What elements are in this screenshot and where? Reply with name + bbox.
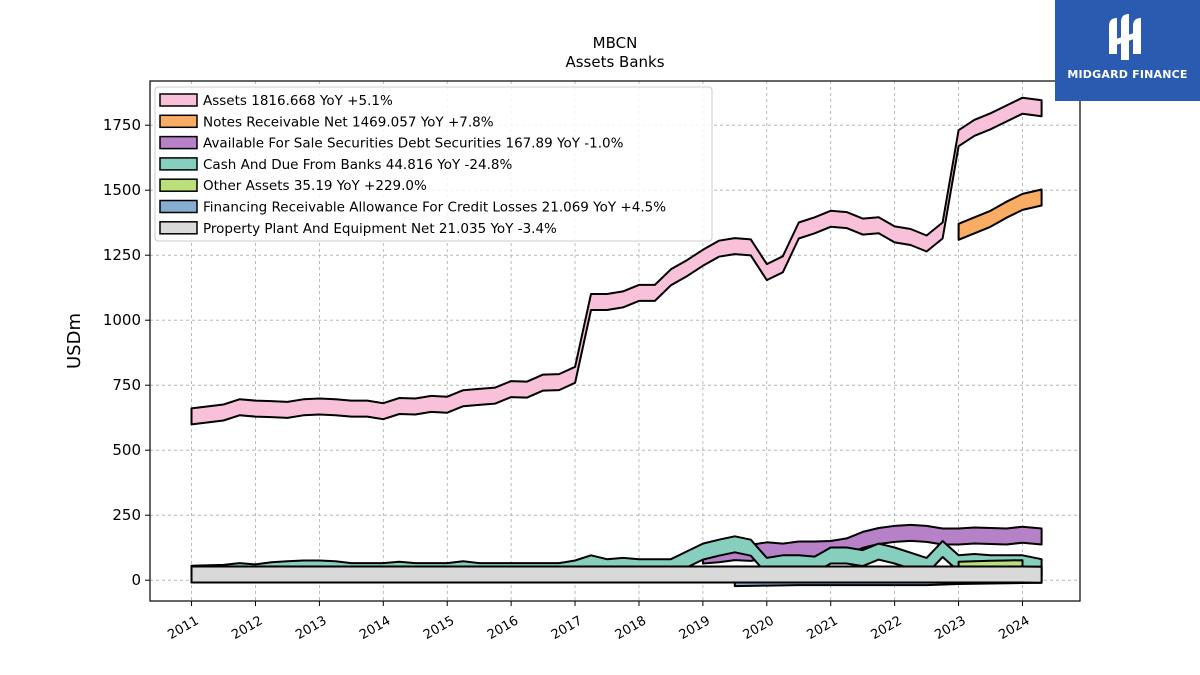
- x-tick-label: 2024: [996, 613, 1032, 643]
- y-tick-label: 1250: [103, 246, 141, 264]
- legend-box: [154, 86, 713, 242]
- y-axis-label: USDm: [64, 313, 85, 369]
- x-tick-label: 2017: [549, 613, 585, 643]
- plot-frame: [149, 80, 1081, 602]
- y-axis: 0 250 500 750 1000 1250 1500 1750: [103, 116, 150, 589]
- series-band: [190, 96, 1043, 426]
- legend-swatch: [159, 199, 198, 214]
- x-axis: 2011 2012 2013 2014 2015 2016 2017 2018 2019 2020…: [165, 601, 1032, 643]
- x-tick-label: 2016: [485, 613, 521, 643]
- legend-label: Property Plant And Equipment Net 21.035 …: [203, 221, 557, 237]
- y-tick-label: 750: [112, 376, 141, 394]
- y-tick-label: 1500: [103, 181, 141, 199]
- series-band: [957, 188, 1043, 241]
- chart-title: MBCN: [593, 34, 638, 52]
- x-tick-label: 2020: [741, 613, 777, 643]
- legend-label: Cash And Due From Banks 44.816 YoY -24.8…: [203, 157, 512, 173]
- y-tick-label: 250: [112, 506, 141, 524]
- y-tick-label: 500: [112, 441, 141, 459]
- y-tick-label: 1000: [103, 311, 141, 329]
- legend-swatch: [159, 178, 198, 192]
- x-tick-label: 2023: [932, 613, 968, 643]
- legend-swatch: [159, 135, 198, 150]
- logo-text: MIDGARD FINANCE: [1067, 68, 1188, 81]
- legend-swatch: [159, 157, 198, 171]
- x-tick-label: 2022: [868, 613, 904, 643]
- legend-label: Financing Receivable Allowance For Credi…: [203, 200, 666, 216]
- x-tick-label: 2018: [613, 613, 649, 643]
- legend-label: Assets 1816.668 YoY +5.1%: [203, 93, 393, 109]
- x-tick-label: 2013: [293, 613, 329, 643]
- brand-logo: MIDGARD FINANCE: [1055, 0, 1200, 101]
- legend: Assets 1816.668 YoY +5.1% Notes Receivabl…: [154, 86, 713, 242]
- series-band: [190, 565, 1043, 584]
- legend-label: Available For Sale Securities Debt Secur…: [203, 136, 624, 152]
- x-tick-label: 2019: [677, 613, 713, 643]
- x-tick-label: 2011: [165, 613, 201, 643]
- chart-subtitle: Assets Banks: [565, 53, 664, 71]
- series-layer: [190, 96, 1043, 588]
- y-tick-label: 1750: [103, 116, 141, 134]
- legend-swatch: [159, 114, 198, 129]
- logo-mark-icon: [1109, 14, 1141, 60]
- x-tick-label: 2021: [805, 613, 841, 643]
- legend-label: Other Assets 35.19 YoY +229.0%: [203, 178, 427, 194]
- x-tick-label: 2014: [357, 613, 393, 643]
- legend-swatch: [159, 93, 198, 107]
- x-tick-label: 2012: [229, 613, 265, 643]
- legend-swatch: [159, 221, 198, 235]
- x-tick-label: 2015: [421, 613, 457, 643]
- legend-label: Notes Receivable Net 1469.057 YoY +7.8%: [203, 114, 494, 130]
- y-tick-label: 0: [131, 571, 141, 589]
